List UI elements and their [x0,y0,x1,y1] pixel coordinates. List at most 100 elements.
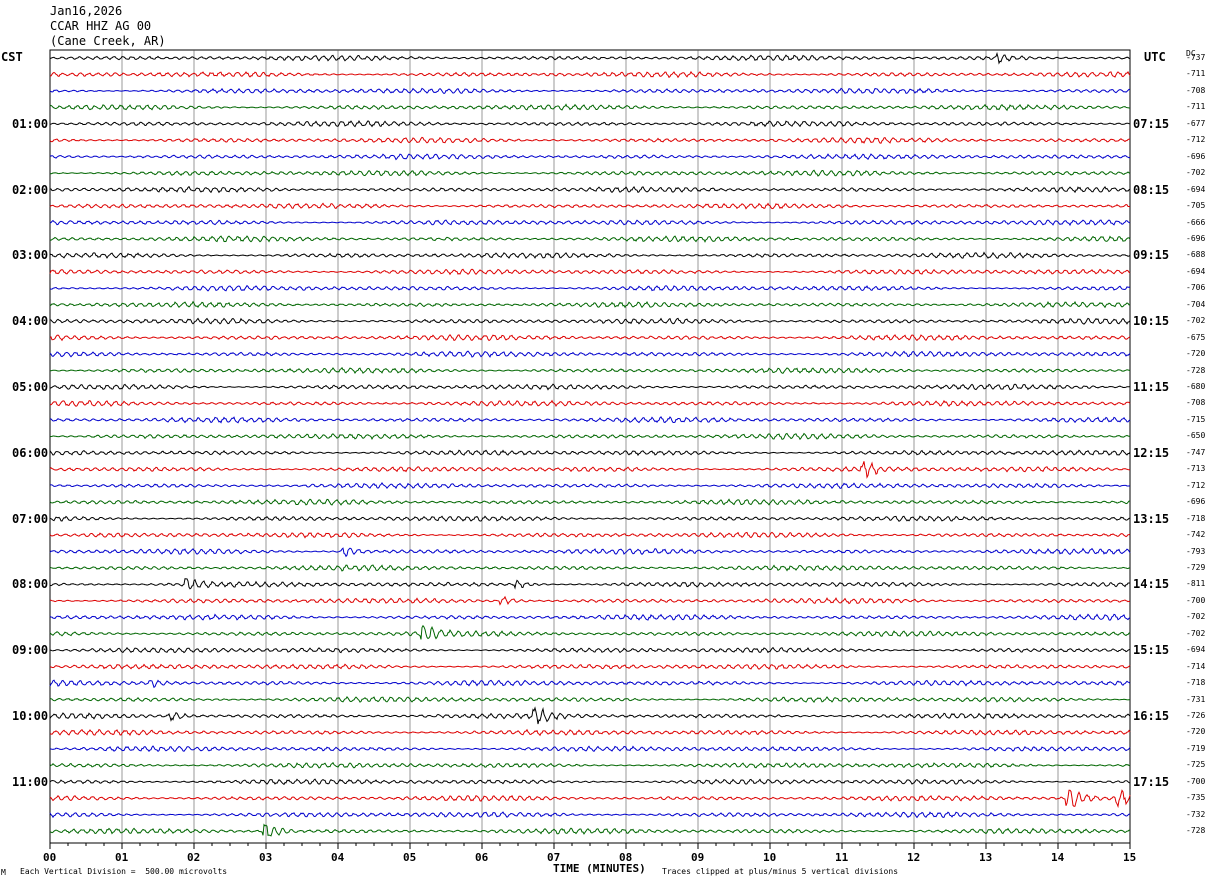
seismic-trace [49,350,1131,358]
seismic-trace [49,613,1131,621]
dc-offset-value: -742 [1186,530,1206,540]
seismic-trace [49,153,1131,161]
utc-hour-label: 16:15 [1133,709,1170,723]
x-tick-label: 04 [331,851,345,864]
seismic-trace [49,531,1131,539]
seismic-trace [49,219,1131,227]
seismic-trace [49,317,1131,325]
utc-hour-label: 12:15 [1133,445,1170,460]
dc-offset-value: -677 [1186,118,1206,128]
seismic-trace [49,103,1130,112]
seismic-trace [49,761,1131,769]
dc-offset-value: -711 [1186,69,1206,79]
dc-offset-value: -715 [1186,414,1206,424]
dc-offset-value: -704 [1186,299,1206,309]
x-axis-title: TIME (MINUTES) [553,862,646,875]
utc-hour-label: 14:15 [1133,577,1170,592]
dc-offset-value: -675 [1186,332,1206,342]
dc-offset-value: -718 [1186,513,1206,523]
chart-date: Jan16,2026 [50,4,123,18]
x-tick-label: 12 [907,851,921,864]
seismic-trace [49,120,1131,128]
seismic-trace [49,823,1131,837]
scale-marker: M [1,868,6,877]
dc-offset-value: -700 [1186,595,1206,605]
dc-offset-value: -694 [1186,266,1206,276]
seismic-trace [49,300,1131,309]
seismic-trace [49,235,1131,243]
dc-offset-value: -650 [1186,431,1206,441]
dc-offset-value: -688 [1186,250,1206,260]
seismic-trace [49,498,1131,506]
dc-offset-value: -712 [1186,480,1206,490]
cst-hour-label: 04:00 [12,314,49,329]
seismic-trace [49,51,1131,65]
dc-offset-value: -694 [1186,184,1206,194]
x-tick-label: 00 [43,851,57,864]
seismic-trace [49,70,1131,79]
seismic-trace [49,646,1131,654]
x-tick-label: 14 [1051,851,1065,864]
utc-label: UTC [1144,50,1166,64]
dc-offset-value: -702 [1186,168,1206,178]
station-location: (Cane Creek, AR) [50,34,166,48]
seismic-trace [49,679,1131,689]
utc-hour-label: 11:15 [1133,380,1170,394]
cst-hour-label: 05:00 [12,380,49,394]
x-tick-label: 02 [187,851,201,864]
dc-offset-value: -728 [1186,826,1206,836]
seismic-trace [49,136,1130,144]
dc-offset-value: -811 [1186,579,1206,589]
x-tick-label: 09 [691,851,705,864]
seismic-trace [49,778,1131,786]
dc-offset-value: -735 [1186,793,1206,803]
seismic-trace [50,595,1131,606]
cst-hour-label: 10:00 [12,709,49,723]
x-tick-label: 13 [979,851,993,864]
seismic-trace [49,578,1130,590]
seismic-trace [49,432,1131,441]
dc-offset-value: -696 [1186,497,1206,507]
scale-note: Each Vertical Division = 500.00 microvol… [20,867,228,876]
seismic-trace [49,696,1131,703]
seismic-trace [49,383,1131,391]
dc-offset-value: -728 [1186,365,1206,375]
utc-hour-label: 17:15 [1133,774,1170,789]
seismic-trace [49,728,1131,737]
utc-hour-label: 10:15 [1133,314,1170,329]
x-tick-label: 15 [1123,851,1137,864]
seismic-trace [50,481,1131,490]
seismic-trace [49,745,1131,753]
dc-label: DC [1186,49,1196,58]
dc-offset-value: -702 [1186,316,1206,326]
utc-hour-label: 08:15 [1133,182,1170,197]
seismic-trace [49,564,1131,572]
seismic-trace [49,268,1131,276]
dc-offset-value: -732 [1186,809,1206,819]
dc-offset-value: -737 [1186,53,1206,62]
dc-offset-value: -711 [1186,102,1206,112]
dc-offset-value: -713 [1186,464,1206,474]
dc-offset-value: -708 [1186,398,1206,408]
seismic-trace [49,416,1131,424]
cst-hour-label: 07:00 [12,511,49,526]
seismic-trace [49,624,1131,640]
utc-hour-label: 15:15 [1133,643,1170,658]
seismic-trace [49,284,1131,292]
seismic-trace [49,202,1131,210]
utc-hour-label: 09:15 [1133,248,1170,263]
seismic-trace [49,169,1131,177]
seismic-trace [49,251,1131,260]
dc-offset-value: -731 [1186,694,1206,704]
cst-hour-label: 06:00 [12,445,49,460]
dc-offset-value: -694 [1186,645,1206,655]
dc-offset-value: -718 [1186,678,1206,688]
cst-hour-label: 02:00 [12,182,49,197]
x-tick-label: 11 [835,851,849,864]
x-tick-label: 07 [547,851,561,864]
x-tick-label: 03 [259,851,273,864]
dc-offset-value: -726 [1186,711,1206,720]
utc-hour-label: 07:15 [1133,116,1170,131]
dc-offset-value: -696 [1186,151,1206,161]
